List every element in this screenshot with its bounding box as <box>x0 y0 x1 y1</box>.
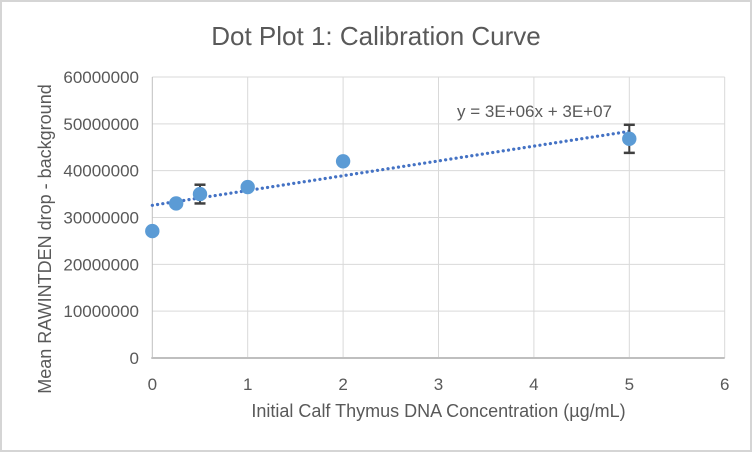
y-tick-label: 10000000 <box>63 302 139 321</box>
x-tick-label: 4 <box>529 375 538 394</box>
x-axis-title: Initial Calf Thymus DNA Concentration (µ… <box>251 401 626 421</box>
y-tick-label: 60000000 <box>63 68 139 87</box>
data-point <box>622 131 637 147</box>
y-tick-label: 0 <box>130 349 139 368</box>
y-tick-label: 20000000 <box>63 255 139 274</box>
data-point <box>192 186 208 202</box>
x-tick-label: 6 <box>720 375 729 394</box>
x-tick-label: 3 <box>434 375 443 394</box>
trendline-equation-label: y = 3E+06x + 3E+07 <box>457 102 613 121</box>
data-point <box>168 196 184 211</box>
y-tick-label: 40000000 <box>63 162 139 181</box>
x-tick-label: 0 <box>148 375 157 394</box>
chart-title: Dot Plot 1: Calibration Curve <box>211 21 541 51</box>
y-tick-label: 30000000 <box>63 209 139 228</box>
data-point <box>240 179 255 195</box>
trendline <box>150 129 631 207</box>
x-tick-label: 5 <box>625 375 634 394</box>
y-tick-label: 50000000 <box>63 115 139 134</box>
x-tick-label: 2 <box>338 375 347 394</box>
data-point <box>145 223 160 239</box>
x-tick-label: 1 <box>243 375 252 394</box>
data-point <box>335 154 351 169</box>
